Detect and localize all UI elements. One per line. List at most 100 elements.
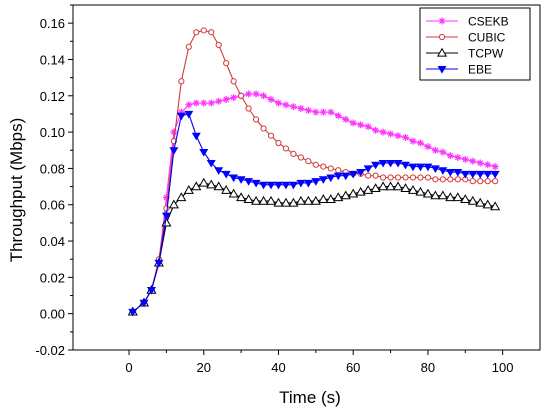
data-point	[476, 159, 484, 167]
series-csekb	[129, 90, 499, 316]
legend-item: EBE	[426, 63, 492, 77]
data-point	[215, 41, 222, 49]
y-tick-label: 0.12	[40, 89, 65, 104]
data-point	[400, 183, 411, 193]
data-point	[357, 121, 365, 129]
y-tick-label: 0.02	[40, 270, 65, 285]
marker-stroke	[245, 91, 252, 97]
legend-label: CSEKB	[468, 15, 509, 29]
data-point	[228, 188, 239, 198]
data-point	[310, 195, 321, 205]
data-point	[288, 181, 298, 190]
y-tick-label: 0.00	[40, 307, 65, 322]
marker-stroke	[253, 91, 259, 97]
data-point	[213, 181, 224, 191]
data-point	[393, 159, 403, 168]
data-point	[252, 90, 260, 98]
marker-stroke	[387, 131, 394, 137]
data-point	[243, 194, 254, 203]
marker-stroke	[208, 100, 215, 106]
legend-swatch-marker	[438, 17, 446, 25]
data-point	[296, 179, 306, 188]
data-point	[407, 185, 419, 194]
data-point	[288, 197, 299, 207]
data-point	[318, 176, 328, 184]
data-point	[260, 92, 268, 100]
series-line	[132, 113, 496, 313]
marker-stroke	[260, 92, 267, 99]
data-point	[340, 190, 351, 200]
data-point	[432, 176, 439, 183]
data-point	[372, 126, 380, 134]
data-point	[320, 163, 327, 170]
marker-stroke	[327, 109, 334, 116]
legend-item: CUBIC	[426, 31, 506, 45]
data-point	[251, 195, 262, 205]
data-point	[303, 195, 314, 205]
data-point	[469, 157, 477, 165]
data-point	[297, 154, 304, 161]
data-point	[208, 29, 215, 36]
data-point	[423, 163, 433, 172]
data-point	[183, 185, 194, 194]
data-point	[431, 146, 439, 154]
data-point	[386, 159, 396, 168]
data-point	[445, 192, 456, 202]
marker-stroke	[380, 129, 386, 135]
data-point	[482, 199, 493, 209]
data-point	[282, 145, 290, 152]
data-point	[260, 125, 267, 132]
data-point	[221, 185, 232, 194]
data-point	[146, 287, 156, 295]
data-point	[312, 161, 319, 168]
data-point	[244, 178, 254, 186]
data-point	[483, 170, 493, 179]
data-point	[297, 105, 305, 112]
data-point	[460, 194, 471, 203]
marker-stroke	[447, 152, 454, 159]
data-point	[379, 128, 387, 136]
data-point	[446, 152, 454, 160]
marker-stroke	[372, 127, 379, 134]
data-point	[365, 172, 372, 179]
marker-stroke	[193, 100, 200, 106]
data-point	[371, 161, 381, 170]
marker-stroke	[477, 160, 484, 166]
data-point	[223, 60, 230, 67]
data-point	[184, 110, 194, 119]
x-tick-label: 40	[271, 360, 285, 375]
marker-stroke	[305, 107, 312, 114]
data-point	[266, 181, 276, 190]
y-tick-label: 0.04	[40, 234, 65, 249]
data-point	[394, 174, 402, 181]
data-point	[215, 97, 223, 105]
data-point	[252, 116, 260, 123]
data-point	[327, 165, 334, 172]
data-point	[267, 132, 275, 139]
data-point	[193, 29, 200, 36]
marker-stroke	[439, 149, 446, 155]
data-point	[348, 188, 359, 198]
marker-stroke	[268, 96, 274, 103]
legend-item: TCPW	[426, 47, 504, 61]
y-tick-label: 0.14	[40, 52, 65, 67]
legend-swatch-marker	[438, 33, 446, 41]
y-tick-label: 0.08	[40, 161, 65, 176]
marker-stroke	[417, 140, 424, 146]
marker-stroke	[275, 100, 282, 106]
y-tick-label: -0.02	[35, 343, 65, 358]
marker-stroke	[395, 132, 401, 139]
data-point	[460, 170, 470, 179]
data-point	[372, 172, 379, 179]
data-point	[408, 163, 418, 172]
data-point	[289, 103, 297, 111]
legend-label: TCPW	[468, 47, 504, 61]
marker-stroke	[454, 154, 461, 161]
marker-stroke	[290, 103, 297, 110]
series-ebe	[128, 110, 500, 317]
data-point	[222, 95, 230, 103]
data-point	[341, 172, 351, 181]
data-point	[161, 217, 172, 227]
data-point	[273, 197, 284, 207]
